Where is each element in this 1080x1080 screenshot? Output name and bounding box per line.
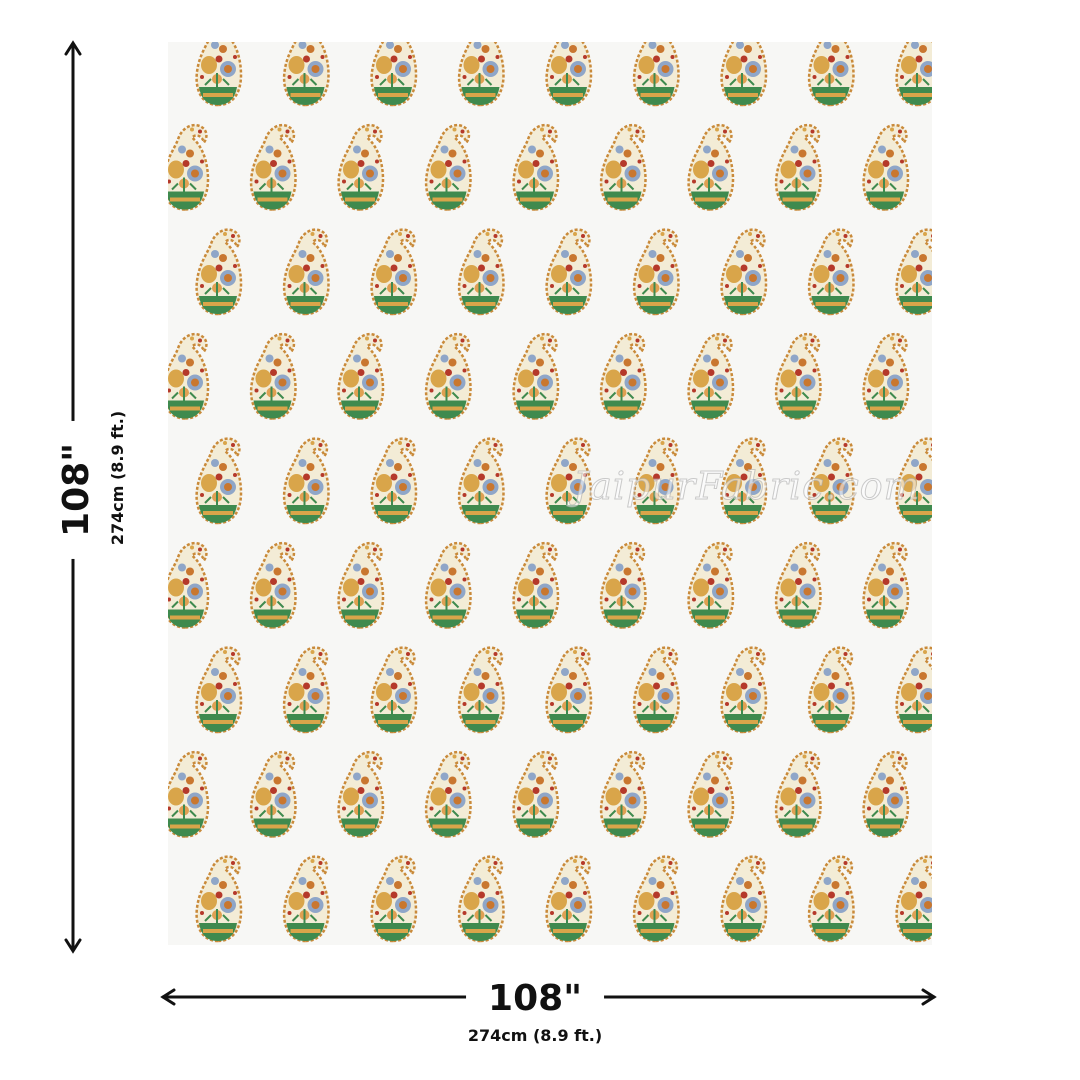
paisley-motif [195,42,243,107]
paisley-motif [370,646,418,734]
paisley-motif [457,437,505,525]
paisley-motif [424,123,472,211]
paisley-motif [249,123,297,211]
height-label: 108" [56,421,97,559]
paisley-motif [457,646,505,734]
paisley-motif [632,855,680,943]
paisley-motif [424,332,472,420]
paisley-motif [862,332,910,420]
paisley-motif [807,646,855,734]
paisley-motif [774,332,822,420]
paisley-motif [599,332,647,420]
paisley-motif [512,332,560,420]
paisley-motif [249,750,297,838]
paisley-motif [720,646,768,734]
paisley-motif [807,855,855,943]
paisley-motif [774,750,822,838]
paisley-motif [895,42,932,107]
paisley-motif [895,646,932,734]
paisley-motif [195,855,243,943]
paisley-motif [632,646,680,734]
paisley-motif [282,855,330,943]
paisley-motif [807,42,855,107]
paisley-motif [687,332,735,420]
paisley-motif [282,228,330,316]
watermark: JaipurFabric.com [573,464,921,509]
paisley-motif [195,646,243,734]
paisley-motif [895,855,932,943]
paisley-motif [599,541,647,629]
paisley-motif [168,123,210,211]
paisley-motif [168,332,210,420]
paisley-motif [545,646,593,734]
height-metric-label: 274cm (8.9 ft.) [108,410,127,546]
paisley-motif [249,332,297,420]
paisley-motif [545,855,593,943]
paisley-motif [424,541,472,629]
paisley-motif [168,541,210,629]
paisley-motif [195,228,243,316]
paisley-motif [195,437,243,525]
fabric-preview: JaipurFabric.com [168,42,932,945]
paisley-motif [337,541,385,629]
paisley-motif [457,228,505,316]
paisley-motif [687,123,735,211]
paisley-motif [862,123,910,211]
paisley-motif [862,541,910,629]
paisley-motif [512,750,560,838]
paisley-motif [337,123,385,211]
paisley-motif [370,42,418,107]
paisley-motif [249,541,297,629]
paisley-motif [282,646,330,734]
paisley-motif [370,228,418,316]
paisley-motif [599,123,647,211]
paisley-motif [370,437,418,525]
paisley-motif [370,855,418,943]
paisley-motif [807,228,855,316]
paisley-motif [599,750,647,838]
paisley-motif [720,42,768,107]
paisley-motif [720,228,768,316]
paisley-motif [337,750,385,838]
paisley-motif [774,123,822,211]
paisley-motif [512,541,560,629]
paisley-motif [282,437,330,525]
paisley-motif [168,750,210,838]
paisley-motif [632,228,680,316]
paisley-motif [457,42,505,107]
paisley-motif [282,42,330,107]
paisley-motif [862,750,910,838]
paisley-motif [457,855,505,943]
paisley-motif [545,42,593,107]
paisley-motif [687,541,735,629]
width-metric-label: 274cm (8.9 ft.) [467,1026,603,1045]
paisley-motif [512,123,560,211]
paisley-motif [337,332,385,420]
paisley-motif [545,228,593,316]
paisley-motif [687,750,735,838]
paisley-motif [424,750,472,838]
width-label: 108" [466,981,604,1017]
paisley-motif [632,42,680,107]
paisley-motif [895,228,932,316]
paisley-motif [720,855,768,943]
paisley-motif [774,541,822,629]
